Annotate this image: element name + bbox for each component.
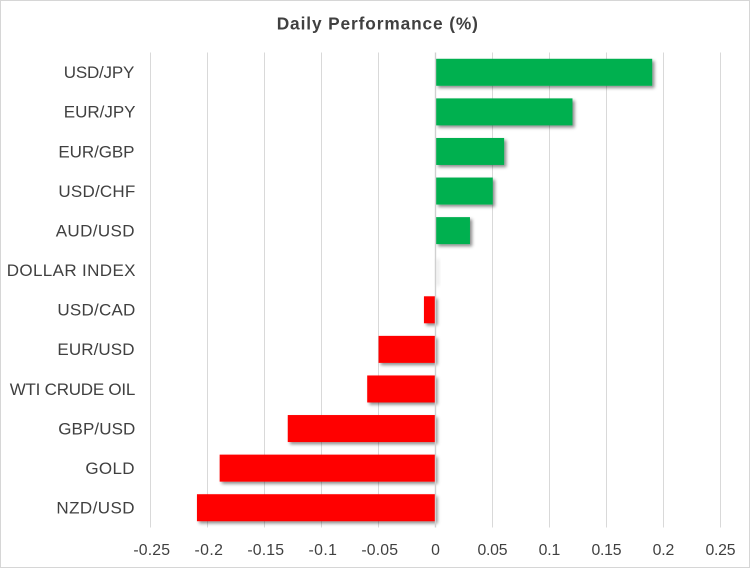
svg-text:-0.1: -0.1 [309, 542, 338, 559]
svg-text:0.25: 0.25 [706, 542, 736, 559]
svg-text:0.2: 0.2 [653, 542, 675, 559]
svg-text:-0.15: -0.15 [247, 542, 284, 559]
svg-text:GBP/USD: GBP/USD [58, 419, 135, 438]
svg-text:0: 0 [431, 542, 440, 559]
svg-text:WTI CRUDE OIL: WTI CRUDE OIL [10, 380, 136, 399]
svg-text:DOLLAR INDEX: DOLLAR INDEX [7, 261, 136, 280]
svg-text:-0.05: -0.05 [361, 542, 398, 559]
svg-text:0.15: 0.15 [592, 542, 622, 559]
svg-text:EUR/GBP: EUR/GBP [58, 142, 134, 161]
svg-text:0.05: 0.05 [478, 542, 508, 559]
svg-text:NZD/USD: NZD/USD [56, 499, 134, 518]
svg-text:EUR/USD: EUR/USD [57, 340, 134, 359]
svg-text:Daily Performance (%): Daily Performance (%) [277, 13, 478, 33]
svg-text:GOLD: GOLD [85, 459, 134, 478]
svg-text:0.1: 0.1 [539, 542, 561, 559]
svg-text:-0.25: -0.25 [133, 542, 170, 559]
svg-text:-0.2: -0.2 [195, 542, 223, 559]
svg-text:USD/CAD: USD/CAD [57, 301, 135, 320]
svg-text:AUD/USD: AUD/USD [56, 221, 135, 240]
svg-text:USD/CHF: USD/CHF [58, 182, 135, 201]
svg-text:EUR/JPY: EUR/JPY [64, 103, 136, 122]
svg-text:USD/JPY: USD/JPY [64, 63, 135, 82]
